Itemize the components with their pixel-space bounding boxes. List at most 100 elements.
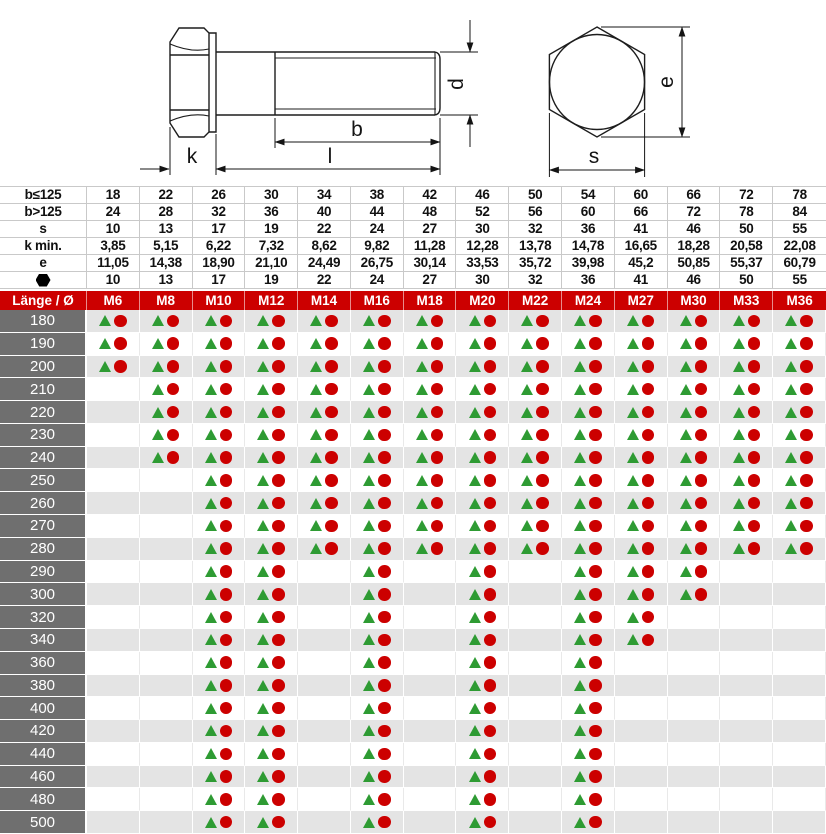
red-circle-marker [430, 474, 444, 487]
availability-cell [245, 788, 299, 812]
availability-cell [614, 355, 668, 379]
availability-cell [350, 674, 404, 698]
availability-cell [667, 742, 721, 766]
red-circle-marker [483, 519, 497, 533]
availability-cell [403, 651, 457, 675]
green-triangle-marker [785, 543, 798, 555]
availability-cell [245, 742, 299, 766]
availability-cell [456, 583, 510, 607]
availability-cell [403, 583, 457, 607]
column-header-m10: M10 [193, 291, 246, 310]
green-triangle-marker [574, 338, 587, 350]
green-triangle-marker [574, 816, 587, 828]
red-circle-marker [430, 542, 444, 555]
red-circle-marker [483, 542, 497, 555]
green-triangle-marker [574, 383, 587, 395]
green-triangle-marker [732, 429, 745, 441]
availability-cell [298, 765, 351, 789]
dim-value: 26 [192, 187, 246, 204]
green-triangle-marker [679, 520, 692, 532]
availability-cell [245, 651, 299, 675]
green-triangle-marker [732, 520, 745, 532]
availability-cell [562, 765, 615, 789]
red-circle-marker [641, 633, 655, 647]
red-circle-marker [272, 701, 285, 715]
dim-label-e: e [655, 76, 678, 88]
red-circle-marker [219, 405, 233, 419]
dim-value: 55 [773, 272, 826, 289]
green-triangle-marker [363, 634, 376, 646]
dim-value: 60 [614, 187, 668, 204]
dim-row-label: b>125 [0, 204, 87, 221]
dim-value: 55,37 [720, 255, 774, 272]
dim-value: 22 [298, 221, 351, 238]
availability-cell [667, 651, 721, 675]
availability-cell [562, 310, 615, 333]
green-triangle-marker [363, 748, 376, 760]
green-triangle-marker [679, 474, 692, 486]
red-circle-marker [641, 451, 655, 464]
availability-cell [403, 628, 457, 652]
availability-cell [562, 560, 615, 584]
availability-cell [562, 628, 615, 652]
availability-cell [509, 560, 563, 584]
availability-cell [192, 332, 246, 356]
availability-cell [614, 811, 668, 834]
green-triangle-marker [574, 657, 587, 669]
dim-value: 27 [403, 221, 457, 238]
red-circle-marker [378, 815, 391, 829]
availability-cell [509, 537, 563, 561]
red-circle-marker [219, 496, 233, 510]
availability-cell [456, 355, 510, 379]
availability-cell [139, 674, 193, 698]
red-circle-marker [641, 542, 655, 555]
availability-cell [403, 742, 457, 766]
availability-cell [562, 423, 615, 447]
dim-value: 12,28 [456, 238, 510, 255]
red-circle-marker [641, 496, 655, 510]
dim-value: 66 [614, 204, 668, 221]
availability-cell [245, 469, 299, 493]
availability-cell [298, 401, 351, 424]
green-triangle-marker [521, 543, 534, 555]
availability-cell [403, 674, 457, 698]
red-circle-marker [378, 588, 391, 601]
green-triangle-marker [310, 315, 323, 327]
dim-value: 11,28 [403, 238, 457, 255]
availability-cell [350, 628, 404, 652]
red-circle-marker [272, 382, 285, 396]
length-label: 380 [0, 674, 87, 698]
green-triangle-marker [363, 816, 376, 828]
length-label: 230 [0, 423, 87, 447]
red-circle-marker [536, 519, 549, 533]
availability-cell [562, 742, 615, 766]
red-circle-marker [589, 565, 602, 578]
dim-value: 78 [773, 187, 826, 204]
availability-cell [720, 788, 774, 812]
dim-value: 5,15 [139, 238, 193, 255]
availability-cell [245, 423, 299, 447]
dim-value: 11,05 [87, 255, 140, 272]
availability-cell [298, 674, 351, 698]
green-triangle-marker [574, 452, 587, 464]
availability-cell [614, 628, 668, 652]
availability-cell [456, 332, 510, 356]
red-circle-marker [272, 496, 285, 510]
availability-cell [509, 674, 563, 698]
red-circle-marker [378, 337, 391, 350]
availability-cell [192, 674, 246, 698]
red-circle-marker [272, 747, 285, 760]
red-circle-marker [430, 428, 444, 442]
green-triangle-marker [310, 543, 323, 555]
dim-value: 8,62 [298, 238, 351, 255]
availability-cell [456, 674, 510, 698]
column-header-m16: M16 [351, 291, 404, 310]
availability-cell [298, 811, 351, 834]
availability-cell [245, 811, 299, 834]
availability-cell [720, 355, 774, 379]
red-circle-marker [747, 314, 761, 328]
green-triangle-marker [468, 474, 481, 486]
green-triangle-marker [468, 383, 481, 395]
red-circle-marker [378, 701, 391, 715]
technical-drawings: b l k d e s [140, 20, 690, 177]
